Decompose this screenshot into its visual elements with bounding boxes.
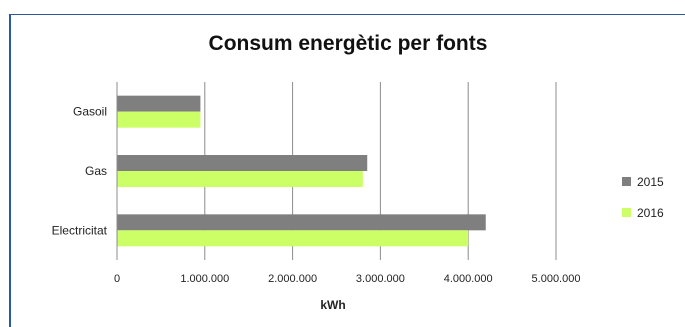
x-tick-label: 1.000.000 (180, 273, 229, 285)
bar-2015-gas (117, 155, 368, 171)
x-tick-label: 4.000.000 (444, 273, 493, 285)
x-tick-label: 5.000.000 (532, 273, 581, 285)
top-border (9, 14, 685, 15)
category-label: Gasoil (73, 105, 107, 119)
x-axis-title: kWh (320, 298, 345, 312)
legend-label-2015: 2015 (637, 175, 664, 189)
value-axis: 0 1.000.000 2.000.000 3.000.000 4.000.000 5.0… (114, 273, 581, 285)
bar-2016-gas (117, 171, 363, 187)
bar-2015-gasoil (117, 95, 201, 112)
category-axis: Gasoil Gas Electricitat (52, 82, 118, 260)
bars (117, 95, 486, 247)
bar-2016-gasoil (117, 111, 201, 128)
x-tick-label: 2.000.000 (268, 273, 317, 285)
bar-2016-electricitat (117, 230, 469, 247)
category-label: Electricitat (52, 223, 108, 237)
x-tick-label: 3.000.000 (356, 273, 405, 285)
legend-label-2016: 2016 (637, 206, 664, 220)
bar-2015-electricitat (117, 214, 486, 231)
legend: 2015 2016 (622, 175, 664, 220)
left-border (9, 14, 11, 327)
chart-title: Consum energètic per fonts (209, 32, 488, 55)
x-tick-label: 0 (114, 273, 120, 285)
legend-swatch-2016 (622, 208, 631, 217)
category-label: Gas (85, 164, 107, 178)
legend-swatch-2015 (622, 177, 631, 186)
